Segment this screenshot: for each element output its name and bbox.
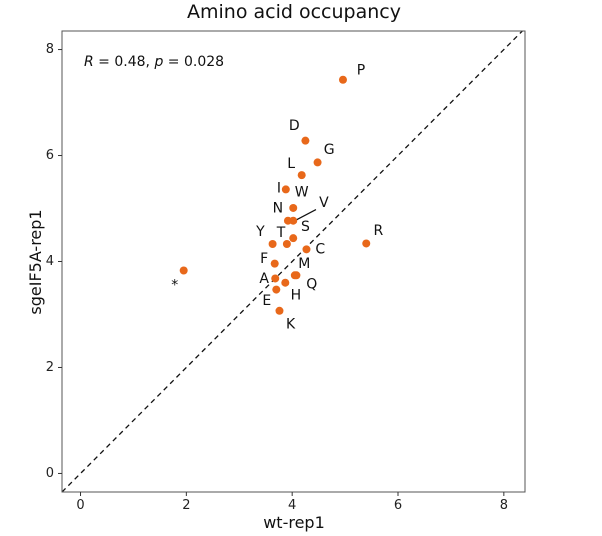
y-axis-ticks: 0 2 4 6 8 bbox=[46, 42, 62, 481]
reference-line-layer bbox=[61, 30, 523, 493]
x-tick-label: 6 bbox=[394, 498, 402, 513]
point-label-q: Q bbox=[306, 276, 317, 292]
y-tick-label: 8 bbox=[46, 42, 54, 57]
x-tick-label: 2 bbox=[182, 498, 190, 513]
x-tick-label: 4 bbox=[288, 498, 296, 513]
data-point-c bbox=[302, 245, 311, 254]
p-symbol: p bbox=[153, 54, 163, 70]
point-label-a: A bbox=[259, 271, 269, 287]
data-point-h bbox=[281, 278, 290, 287]
point-label-d: D bbox=[289, 118, 300, 134]
x-tick-label: 0 bbox=[76, 498, 84, 513]
data-point-a bbox=[271, 274, 280, 283]
point-label-i: I bbox=[277, 180, 281, 196]
data-point-q bbox=[292, 271, 301, 280]
data-point-d bbox=[301, 136, 310, 145]
point-label-n: N bbox=[273, 201, 283, 217]
x-axis-ticks: 0 2 4 6 8 bbox=[76, 492, 508, 513]
data-point-y bbox=[268, 240, 277, 249]
data-point-r bbox=[362, 239, 371, 248]
y-tick-label: 4 bbox=[46, 254, 54, 269]
points-layer bbox=[179, 75, 371, 315]
point-label-c: C bbox=[315, 241, 325, 257]
r-symbol: R bbox=[84, 54, 94, 70]
data-point-l bbox=[297, 171, 306, 180]
point-label-v: V bbox=[319, 195, 329, 211]
y-tick-label: 2 bbox=[46, 360, 54, 375]
point-label-y: Y bbox=[255, 224, 265, 240]
data-point-e bbox=[272, 285, 281, 294]
data-point-k bbox=[275, 306, 284, 315]
point-label-m: M bbox=[298, 256, 310, 272]
p-value: = 0.028 bbox=[163, 54, 224, 70]
y-axis-title: sgeIF5A-rep1 bbox=[26, 209, 45, 314]
point-label-t: T bbox=[276, 225, 286, 241]
y-tick-label: 0 bbox=[46, 466, 54, 481]
correlation-annotation: R = 0.48, p = 0.028 bbox=[84, 54, 224, 70]
chart-title: Amino acid occupancy bbox=[187, 1, 401, 23]
data-point-s bbox=[289, 234, 298, 243]
x-tick-label: 8 bbox=[500, 498, 508, 513]
data-point-stop bbox=[179, 266, 188, 275]
point-label-g: G bbox=[324, 142, 335, 158]
data-point-t bbox=[282, 240, 291, 249]
data-point-v bbox=[289, 216, 298, 225]
identity-reference-line bbox=[61, 30, 523, 493]
data-point-w bbox=[289, 203, 298, 212]
x-axis-title: wt-rep1 bbox=[263, 513, 325, 532]
data-point-f bbox=[270, 259, 279, 268]
leader-line-v bbox=[294, 209, 317, 222]
point-label-r: R bbox=[374, 223, 384, 239]
data-point-i bbox=[281, 185, 290, 194]
y-tick-label: 6 bbox=[46, 148, 54, 163]
point-label-stop: * bbox=[171, 277, 178, 293]
data-point-g bbox=[313, 158, 322, 167]
point-label-f: F bbox=[260, 251, 268, 267]
data-point-p bbox=[338, 75, 347, 84]
r-value: = 0.48, bbox=[94, 54, 155, 70]
point-label-s: S bbox=[301, 219, 310, 235]
point-label-p: P bbox=[357, 63, 365, 79]
point-label-l: L bbox=[287, 156, 295, 172]
point-label-w: W bbox=[295, 185, 309, 201]
leader-line-layer bbox=[294, 209, 317, 222]
point-label-h: H bbox=[291, 287, 302, 303]
point-label-k: K bbox=[286, 317, 296, 333]
point-label-e: E bbox=[262, 293, 271, 309]
